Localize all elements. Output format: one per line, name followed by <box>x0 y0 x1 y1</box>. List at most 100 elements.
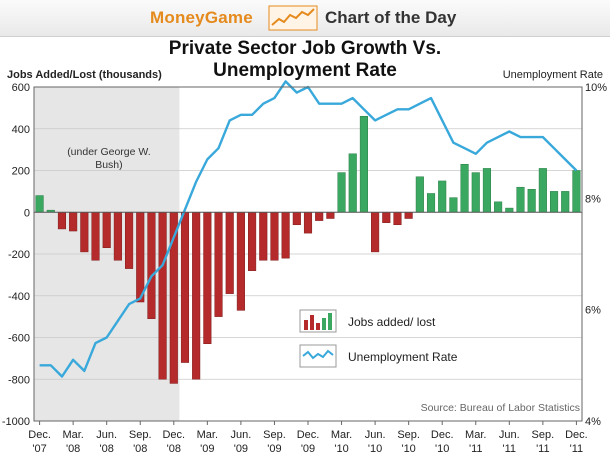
legend-line-icon <box>299 344 337 368</box>
x-tick-label-year: '08 <box>100 443 114 455</box>
x-tick-label-year: '09 <box>301 443 315 455</box>
left-axis: 600 400 200 0 -200 -400 -600 -800 -1000 <box>2 82 30 428</box>
bar <box>35 195 44 213</box>
chart-of-the-day-label: Chart of the Day <box>325 8 457 27</box>
x-tick-label-year: '11 <box>570 443 584 455</box>
legend-bars-icon-part <box>316 323 320 330</box>
x-tick-label-month: Jun. <box>499 429 520 441</box>
x-tick-label-year: '07 <box>32 443 46 455</box>
right-tick-label: 6% <box>585 305 601 317</box>
x-tick-label-year: '10 <box>334 443 348 455</box>
x-tick-label-month: Mar. <box>62 429 83 441</box>
bar <box>69 212 78 232</box>
x-tick-label-month: Sep. <box>263 429 286 441</box>
x-tick-label-year: '08 <box>133 443 147 455</box>
bar <box>326 212 335 219</box>
bar-series <box>35 115 581 384</box>
right-axis-title: Unemployment Rate <box>503 69 603 81</box>
x-tick-label-year: '08 <box>167 443 181 455</box>
legend-bars-icon-part <box>328 313 332 330</box>
bar <box>471 172 480 213</box>
bar <box>460 163 469 213</box>
bar <box>281 212 290 259</box>
bar <box>561 191 570 213</box>
right-axis: 10% 8% 6% 4% <box>585 82 607 428</box>
x-tick-label-month: Mar. <box>331 429 352 441</box>
legend-bars-icon-part <box>322 318 326 330</box>
left-tick-label: 200 <box>12 166 30 178</box>
x-tick-label-month: Jun. <box>230 429 251 441</box>
bar <box>303 212 313 234</box>
bar <box>57 212 67 230</box>
brand-name: MoneyGame <box>150 8 253 27</box>
legend-label-jobs: Jobs added/ lost <box>348 315 436 329</box>
x-tick-label-year: '11 <box>469 443 483 455</box>
bar <box>147 212 156 319</box>
x-tick-label-month: Dec. <box>28 429 51 441</box>
bar <box>348 153 357 213</box>
bar <box>259 212 268 261</box>
bar <box>203 212 212 345</box>
bar <box>225 212 234 294</box>
bar <box>315 212 324 221</box>
left-tick-label: 400 <box>12 124 30 136</box>
bar <box>192 212 201 380</box>
bar <box>80 212 89 253</box>
bar <box>236 212 245 311</box>
x-tick-label-year: '08 <box>66 443 80 455</box>
x-tick-label-year: '11 <box>536 443 550 455</box>
chart-title: Private Sector Job Growth Vs. Unemployme… <box>0 38 610 82</box>
bar <box>158 212 167 380</box>
x-tick-label-year: '10 <box>401 443 415 455</box>
chart-title-line-2: Unemployment Rate <box>213 60 397 81</box>
x-tick-label-year: '09 <box>234 443 248 455</box>
bar <box>125 212 134 269</box>
bar <box>449 197 458 213</box>
bar <box>382 212 391 223</box>
shaded-region-label-line: (under George W. <box>67 146 150 158</box>
bar <box>180 212 190 363</box>
legend-bars-icon-part <box>304 320 308 330</box>
x-tick-label-month: Jun. <box>365 429 386 441</box>
legend-bars-icon-part <box>310 315 314 330</box>
left-tick-label: -800 <box>8 374 30 386</box>
bar <box>482 168 491 213</box>
right-tick-label: 10% <box>585 82 607 94</box>
left-tick-label: 0 <box>24 207 30 219</box>
legend: Jobs added/ lost Unemployment Rate <box>299 309 458 368</box>
legend-label-unemployment: Unemployment Rate <box>348 350 458 364</box>
x-tick-label-year: '09 <box>200 443 214 455</box>
bar <box>359 115 368 213</box>
x-tick-label-month: Mar. <box>197 429 218 441</box>
bar <box>527 189 536 213</box>
bar <box>337 172 346 213</box>
x-tick-label-month: Jun. <box>96 429 117 441</box>
right-tick-label: 8% <box>585 193 601 205</box>
x-tick-label-month: Dec. <box>431 429 454 441</box>
left-tick-label: -1000 <box>2 416 30 428</box>
bar <box>248 212 257 271</box>
chart-header: MoneyGame Chart of the Day <box>0 0 610 37</box>
x-axis: Dec. '07 Mar. '08 Jun. '08 Sep. '08 Dec. '08 Mar. '… <box>28 421 588 455</box>
bar <box>426 193 436 213</box>
shaded-region-label: (under George W. Bush) <box>67 146 150 171</box>
bar <box>371 212 380 253</box>
bar <box>549 191 559 213</box>
bar <box>393 212 402 226</box>
x-tick-label-month: Dec. <box>297 429 320 441</box>
x-tick-label-month: Sep. <box>129 429 152 441</box>
source-note: Source: Bureau of Labor Statistics <box>421 402 580 414</box>
bar <box>516 186 525 213</box>
chart-title-line-1: Private Sector Job Growth Vs. <box>168 38 442 59</box>
bar <box>102 212 111 248</box>
bar <box>214 212 223 317</box>
x-tick-label-month: Sep. <box>397 429 420 441</box>
x-tick-label-year: '10 <box>368 443 382 455</box>
shaded-region-label-line: Bush) <box>95 159 122 171</box>
bar <box>494 201 503 213</box>
x-tick-label-month: Dec. <box>162 429 185 441</box>
x-tick-label-year: '10 <box>435 443 449 455</box>
bar <box>91 212 100 261</box>
legend-bars-icon <box>299 309 337 333</box>
